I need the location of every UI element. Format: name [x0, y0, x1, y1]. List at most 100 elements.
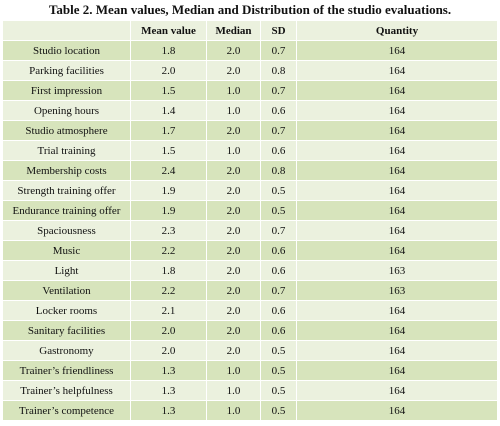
row-label: Endurance training offer: [2, 200, 131, 221]
table-row: Light 1.8 2.0 0.6 163: [2, 260, 498, 281]
table-cell: 164: [296, 100, 498, 121]
header-cell: Quantity: [296, 20, 498, 41]
row-label: Sanitary facilities: [2, 320, 131, 341]
table-cell: 2.0: [206, 340, 261, 361]
table-row: Ventilation 2.2 2.0 0.7 163: [2, 280, 498, 301]
row-label: Music: [2, 240, 131, 261]
table-cell: 2.0: [130, 340, 207, 361]
table-row: Studio location 1.8 2.0 0.7 164: [2, 40, 498, 61]
table-cell: 2.0: [206, 60, 261, 81]
table-row: First impression 1.5 1.0 0.7 164: [2, 80, 498, 101]
table-body: Studio location 1.8 2.0 0.7 164 Parking facil…: [2, 40, 498, 421]
table-cell: 2.0: [206, 200, 261, 221]
table-cell: 1.3: [130, 380, 207, 401]
table-cell: 163: [296, 260, 498, 281]
table-cell: 2.0: [206, 180, 261, 201]
table-cell: 2.0: [206, 240, 261, 261]
table-cell: 0.5: [260, 200, 297, 221]
table-cell: 2.0: [206, 280, 261, 301]
table-row: Strength training offer 1.9 2.0 0.5 164: [2, 180, 498, 201]
table-cell: 1.4: [130, 100, 207, 121]
row-label: Locker rooms: [2, 300, 131, 321]
table-cell: 2.0: [206, 260, 261, 281]
table-cell: 1.9: [130, 180, 207, 201]
header-cell: Mean value: [130, 20, 207, 41]
table-row: Membership costs 2.4 2.0 0.8 164: [2, 160, 498, 181]
row-label: Spaciousness: [2, 220, 131, 241]
row-label: Studio atmosphere: [2, 120, 131, 141]
header-row: Mean value Median SD Quantity: [2, 20, 498, 41]
table-row: Studio atmosphere 1.7 2.0 0.7 164: [2, 120, 498, 141]
table-cell: 0.7: [260, 280, 297, 301]
table-cell: 164: [296, 240, 498, 261]
table-cell: 164: [296, 380, 498, 401]
table-cell: 1.5: [130, 140, 207, 161]
table-cell: 1.0: [206, 140, 261, 161]
table-cell: 0.5: [260, 360, 297, 381]
table-row: Trainer’s friendliness 1.3 1.0 0.5 164: [2, 360, 498, 381]
row-label: Membership costs: [2, 160, 131, 181]
table-row: Spaciousness 2.3 2.0 0.7 164: [2, 220, 498, 241]
table-row: Trial training 1.5 1.0 0.6 164: [2, 140, 498, 161]
table-cell: 2.0: [206, 120, 261, 141]
table-cell: 1.0: [206, 100, 261, 121]
table-cell: 164: [296, 120, 498, 141]
row-label: Light: [2, 260, 131, 281]
table-cell: 1.0: [206, 80, 261, 101]
table-cell: 0.6: [260, 320, 297, 341]
table-cell: 164: [296, 220, 498, 241]
row-label: Trainer’s competence: [2, 400, 131, 421]
table-cell: 164: [296, 40, 498, 61]
table-cell: 0.5: [260, 400, 297, 421]
table-cell: 2.2: [130, 240, 207, 261]
table-row: Trainer’s competence 1.3 1.0 0.5 164: [2, 400, 498, 421]
header-cell: [2, 20, 131, 41]
table-row: Sanitary facilities 2.0 2.0 0.6 164: [2, 320, 498, 341]
table-cell: 0.7: [260, 120, 297, 141]
table-cell: 0.5: [260, 340, 297, 361]
table-cell: 0.6: [260, 240, 297, 261]
table-row: Trainer’s helpfulness 1.3 1.0 0.5 164: [2, 380, 498, 401]
table-cell: 164: [296, 80, 498, 101]
table-cell: 0.6: [260, 100, 297, 121]
table-cell: 1.9: [130, 200, 207, 221]
table-row: Gastronomy 2.0 2.0 0.5 164: [2, 340, 498, 361]
row-label: Studio location: [2, 40, 131, 61]
table-cell: 164: [296, 400, 498, 421]
row-label: Opening hours: [2, 100, 131, 121]
table-cell: 163: [296, 280, 498, 301]
table-cell: 0.5: [260, 180, 297, 201]
table-cell: 164: [296, 140, 498, 161]
table-cell: 1.8: [130, 260, 207, 281]
row-label: Trial training: [2, 140, 131, 161]
table-cell: 2.0: [206, 220, 261, 241]
table-cell: 0.8: [260, 160, 297, 181]
row-label: Trainer’s friendliness: [2, 360, 131, 381]
table-cell: 1.5: [130, 80, 207, 101]
table-row: Locker rooms 2.1 2.0 0.6 164: [2, 300, 498, 321]
table-cell: 2.3: [130, 220, 207, 241]
row-label: Strength training offer: [2, 180, 131, 201]
table-row: Endurance training offer 1.9 2.0 0.5 164: [2, 200, 498, 221]
table-cell: 2.1: [130, 300, 207, 321]
table-cell: 2.4: [130, 160, 207, 181]
row-label: Gastronomy: [2, 340, 131, 361]
table-cell: 164: [296, 160, 498, 181]
table-cell: 2.0: [206, 40, 261, 61]
table-cell: 164: [296, 200, 498, 221]
table-cell: 1.0: [206, 380, 261, 401]
row-label: First impression: [2, 80, 131, 101]
table-row: Parking facilities 2.0 2.0 0.8 164: [2, 60, 498, 81]
table-cell: 1.3: [130, 360, 207, 381]
table-cell: 164: [296, 60, 498, 81]
table-cell: 1.7: [130, 120, 207, 141]
table-cell: 2.2: [130, 280, 207, 301]
table-cell: 2.0: [206, 300, 261, 321]
table-cell: 1.3: [130, 400, 207, 421]
table-row: Music 2.2 2.0 0.6 164: [2, 240, 498, 261]
table: Mean value Median SD Quantity Studio locati…: [2, 20, 498, 421]
table-cell: 2.0: [130, 60, 207, 81]
table-cell: 0.8: [260, 60, 297, 81]
table-cell: 164: [296, 340, 498, 361]
